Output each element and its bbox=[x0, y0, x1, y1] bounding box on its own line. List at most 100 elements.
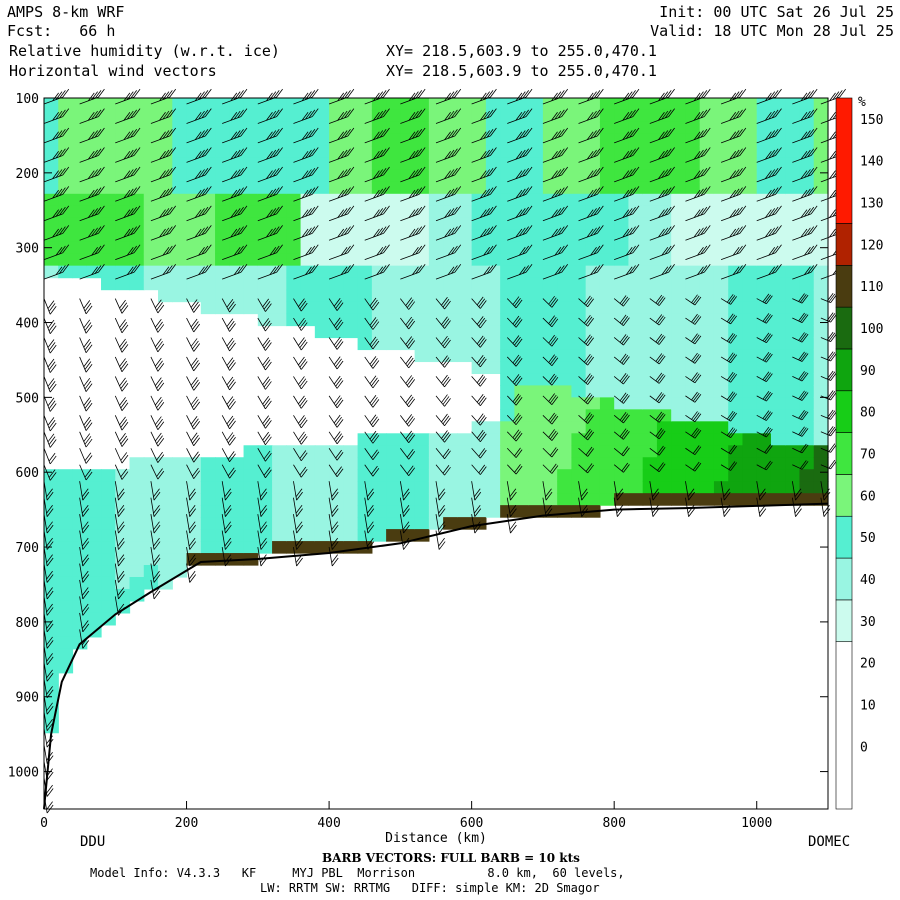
rh-cell bbox=[414, 457, 430, 470]
wind-barb-flag bbox=[768, 149, 776, 159]
wind-barb bbox=[364, 497, 369, 517]
wind-barb-flag bbox=[693, 112, 701, 121]
wind-barb-flag bbox=[126, 169, 134, 178]
rh-cell bbox=[257, 481, 273, 494]
wind-barb-flag bbox=[441, 413, 448, 423]
rh-cell bbox=[357, 217, 373, 231]
wind-barb-flag bbox=[83, 433, 91, 442]
wind-barb-flag bbox=[652, 488, 659, 497]
wind-barb-flag bbox=[229, 342, 236, 352]
wind-barb-flag bbox=[369, 375, 377, 385]
rh-cell bbox=[514, 361, 530, 375]
wind-barb-flag bbox=[188, 570, 196, 580]
colorbar-segment bbox=[835, 515, 853, 559]
rh-cell bbox=[742, 301, 758, 315]
rh-cell bbox=[528, 445, 544, 458]
wind-barb-flag bbox=[408, 189, 416, 199]
wind-barb-flag bbox=[801, 353, 809, 362]
wind-barb bbox=[43, 376, 51, 393]
wind-barb-flag bbox=[512, 296, 520, 305]
wind-barb-flag bbox=[593, 129, 601, 138]
y-tick-label: 800 bbox=[16, 616, 39, 631]
rh-cell bbox=[713, 169, 729, 183]
rh-cell bbox=[243, 529, 259, 542]
rh-cell bbox=[656, 361, 672, 375]
wind-barb-flag bbox=[621, 374, 629, 383]
wind-barb-flag bbox=[732, 130, 740, 139]
wind-barb-flag bbox=[632, 244, 640, 254]
rh-cell bbox=[314, 181, 330, 195]
wind-barb-flag bbox=[657, 445, 664, 455]
rh-cell bbox=[485, 505, 501, 518]
rh-cell bbox=[329, 169, 344, 183]
rh-cell bbox=[557, 433, 573, 446]
wind-barb-flag bbox=[46, 587, 53, 596]
wind-barb-flag bbox=[759, 508, 767, 517]
wind-barb-flag bbox=[405, 297, 413, 306]
rh-cell bbox=[386, 181, 401, 195]
wind-barb-flag bbox=[156, 468, 163, 477]
wind-barb bbox=[542, 298, 553, 308]
wind-barb bbox=[435, 376, 445, 388]
wind-barb-flag bbox=[509, 521, 517, 530]
rh-cell bbox=[200, 229, 216, 243]
wind-barb-flag bbox=[98, 244, 105, 254]
wind-barb-flag bbox=[49, 364, 57, 373]
rh-cell bbox=[86, 576, 102, 590]
rh-cell bbox=[215, 457, 230, 470]
wind-barb-flag bbox=[226, 396, 234, 405]
wind-barb-flag bbox=[227, 398, 235, 408]
wind-barb-flag bbox=[46, 491, 54, 501]
wind-barb-flag bbox=[272, 206, 280, 216]
wind-barb-flag bbox=[657, 373, 664, 383]
wind-barb-flag bbox=[795, 491, 802, 501]
rh-cell bbox=[599, 493, 615, 506]
rh-cell bbox=[44, 612, 59, 626]
wind-barb-flag bbox=[691, 294, 698, 303]
rh-cell bbox=[215, 505, 230, 518]
wind-barb-flag bbox=[133, 186, 141, 195]
y-tick-label: 700 bbox=[16, 541, 39, 556]
wind-barb-flag bbox=[657, 315, 664, 325]
rh-cell bbox=[386, 157, 401, 171]
wind-barb-flag bbox=[549, 430, 557, 440]
wind-barb-flag bbox=[46, 788, 54, 797]
wind-barb bbox=[400, 395, 410, 408]
rh-cell bbox=[671, 337, 687, 351]
wind-barb-flag bbox=[629, 226, 636, 235]
wind-barb-flag bbox=[692, 461, 700, 471]
plot-frame bbox=[43, 97, 829, 810]
wind-barb-flag bbox=[723, 488, 730, 497]
wind-barb-flag bbox=[438, 537, 445, 547]
wind-barb-flag bbox=[694, 335, 702, 345]
wind-barb-flag bbox=[193, 401, 201, 411]
wind-barb-flag bbox=[225, 491, 232, 501]
rh-cell bbox=[485, 121, 501, 135]
rh-cell bbox=[371, 133, 387, 147]
wind-barb bbox=[506, 356, 517, 367]
rh-cell bbox=[300, 145, 316, 159]
rh-cell bbox=[428, 505, 444, 518]
model-title: AMPS 8-km WRF bbox=[7, 3, 125, 21]
wind-barb-flag bbox=[225, 524, 232, 534]
rh-cell bbox=[642, 373, 658, 386]
wind-barb-flag bbox=[344, 265, 351, 274]
rh-cell bbox=[585, 145, 601, 159]
wind-barb-flag bbox=[726, 352, 734, 361]
rh-cell bbox=[514, 457, 530, 470]
rh-cell bbox=[685, 457, 701, 470]
wind-barb-flag bbox=[155, 299, 162, 309]
wind-barb bbox=[257, 337, 266, 351]
rh-cell bbox=[770, 157, 786, 171]
wind-barb-flag bbox=[804, 110, 811, 120]
wind-barb-flag bbox=[473, 488, 481, 497]
wind-barb-flag bbox=[510, 524, 517, 534]
wind-barb-flag bbox=[693, 131, 701, 140]
rh-cell bbox=[428, 241, 444, 255]
rh-cell bbox=[158, 253, 173, 267]
rh-cell bbox=[186, 289, 202, 303]
wind-barb-flag bbox=[444, 450, 451, 459]
wind-barb-flag bbox=[585, 430, 593, 439]
rh-cell bbox=[314, 505, 330, 518]
rh-cell bbox=[528, 277, 544, 291]
